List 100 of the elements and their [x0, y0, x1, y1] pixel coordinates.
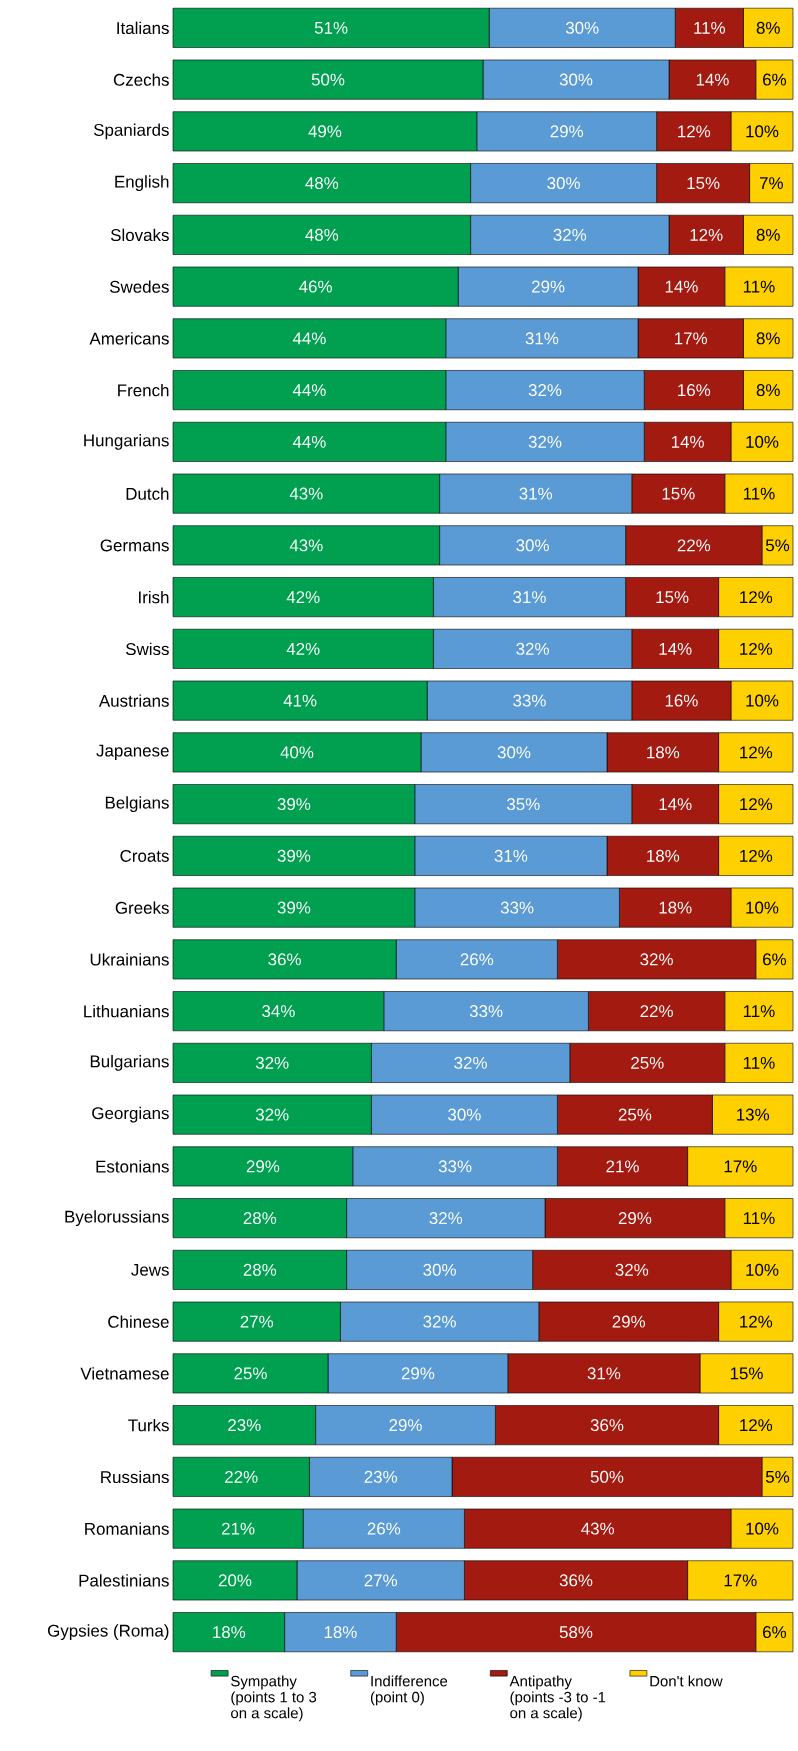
data-label: 8%	[756, 332, 780, 345]
data-label: 18%	[213, 1626, 246, 1639]
data-label: 11%	[743, 1005, 775, 1018]
data-label: 14%	[659, 798, 692, 811]
data-label: 6%	[763, 73, 787, 86]
data-label: 42%	[286, 591, 320, 604]
data-label: 12%	[690, 228, 723, 241]
y-tick-label: Chinese	[108, 1315, 169, 1328]
data-label: 34%	[262, 1005, 295, 1018]
data-label: 33%	[469, 1005, 503, 1018]
data-label: 39%	[277, 849, 311, 862]
data-label: 12%	[740, 798, 773, 811]
legend-label: Sympathy (points 1 to 3 on a scale)	[231, 1675, 317, 1722]
y-tick-label: Bulgarians	[90, 1055, 169, 1071]
data-label: 21%	[222, 1522, 255, 1535]
data-label: 30%	[448, 1108, 481, 1121]
y-tick-label: Irish	[139, 590, 169, 604]
data-label: 10%	[746, 1522, 779, 1535]
data-label: 22%	[640, 1005, 673, 1018]
data-label: 30%	[559, 73, 593, 86]
data-label: 40%	[280, 746, 314, 759]
data-label: 33%	[513, 694, 546, 707]
data-label: 18%	[659, 901, 692, 914]
data-label: 32%	[516, 642, 549, 655]
data-label: 5%	[765, 539, 790, 552]
data-label: 33%	[500, 901, 534, 914]
data-label: 43%	[289, 539, 323, 552]
data-label: 27%	[240, 1315, 274, 1328]
data-label: 29%	[401, 1367, 435, 1380]
data-label: 12%	[678, 125, 711, 138]
data-label: 8%	[756, 21, 780, 34]
y-tick-label: Americans	[89, 332, 169, 345]
legend-label: Don't know	[650, 1675, 723, 1687]
y-tick-label: Germans	[100, 539, 169, 552]
data-label: 32%	[528, 384, 562, 397]
y-tick-label: Slovaks	[110, 228, 169, 242]
data-label: 44%	[292, 332, 326, 345]
data-label: 17%	[724, 1160, 757, 1173]
data-label: 14%	[659, 642, 692, 655]
y-tick-label: Swedes	[109, 280, 169, 293]
y-tick-label: Czechs	[113, 73, 169, 86]
data-label: 41%	[283, 694, 317, 707]
data-label: 30%	[423, 1263, 456, 1276]
data-label: 11%	[743, 1056, 775, 1069]
data-label: 10%	[746, 435, 779, 448]
data-label: 15%	[730, 1367, 763, 1380]
data-label: 29%	[389, 1419, 422, 1432]
legend-label: Antipathy (points -3 to -1 on a scale)	[509, 1675, 606, 1722]
data-label: 14%	[671, 435, 704, 448]
data-label: 21%	[606, 1160, 639, 1173]
data-label: 29%	[246, 1160, 280, 1173]
data-label: 31%	[494, 849, 528, 862]
data-label: 30%	[565, 21, 599, 34]
data-label: 23%	[364, 1470, 398, 1483]
data-label: 44%	[292, 435, 326, 448]
data-label: 32%	[615, 1263, 649, 1276]
data-label: 18%	[647, 849, 680, 862]
y-tick-label: Italians	[117, 21, 169, 35]
y-tick-label: Vietnamese	[80, 1367, 169, 1380]
data-label: 32%	[640, 953, 673, 966]
data-label: 49%	[308, 125, 342, 138]
data-label: 42%	[286, 642, 320, 655]
data-label: 6%	[763, 953, 787, 966]
data-label: 17%	[675, 332, 708, 345]
data-label: 30%	[497, 746, 531, 759]
legend-label: Indifference (point 0)	[370, 1675, 448, 1706]
data-label: 46%	[299, 280, 332, 293]
y-tick-label: Palestinians	[79, 1574, 169, 1587]
y-tick-label: Croats	[120, 849, 169, 862]
y-tick-label: Swiss	[126, 642, 169, 656]
data-label: 39%	[277, 798, 311, 811]
data-label: 10%	[746, 125, 779, 138]
data-label: 39%	[277, 901, 311, 914]
data-label: 32%	[255, 1108, 289, 1121]
data-label: 29%	[612, 1315, 646, 1328]
data-label: 25%	[631, 1056, 664, 1069]
data-label: 5%	[765, 1470, 790, 1483]
data-label: 43%	[289, 487, 323, 500]
data-label: 12%	[740, 849, 773, 862]
data-label: 22%	[225, 1470, 258, 1483]
data-label: 27%	[364, 1574, 398, 1587]
data-label: 25%	[234, 1367, 267, 1380]
data-label: 25%	[618, 1108, 652, 1121]
y-tick-label: Ukrainians	[90, 953, 169, 966]
data-label: 16%	[665, 694, 698, 707]
data-label: 15%	[687, 177, 720, 190]
data-label: 33%	[438, 1160, 472, 1173]
data-label: 28%	[243, 1263, 277, 1276]
data-label: 44%	[292, 384, 326, 397]
data-label: 48%	[305, 228, 339, 241]
data-label: 31%	[587, 1367, 621, 1380]
y-tick-label: Hungarians	[84, 433, 169, 450]
y-tick-label: Belgians	[105, 796, 169, 813]
data-label: 43%	[581, 1522, 615, 1535]
data-label: 30%	[516, 539, 549, 552]
data-label: 12%	[740, 1315, 773, 1328]
data-label: 26%	[367, 1522, 401, 1535]
data-label: 32%	[454, 1056, 487, 1069]
y-tick-label: Spaniards	[93, 123, 169, 140]
data-label: 10%	[746, 694, 779, 707]
